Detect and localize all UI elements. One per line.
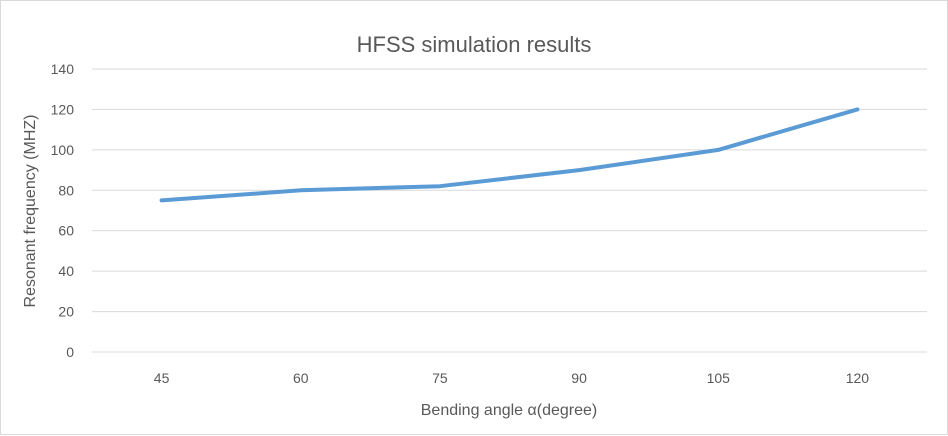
y-tick-label-60: 60 [58,223,74,239]
y-tick-label-140: 140 [51,61,75,77]
y-tick-label-40: 40 [58,263,74,279]
x-tick-label-60: 60 [293,370,309,386]
y-tick-labels: 0 20 40 60 80 100 120 140 [51,61,75,360]
x-tick-labels: 45 60 75 90 105 120 [154,370,870,386]
chart-title: HFSS simulation results [357,32,592,57]
x-tick-label-120: 120 [846,370,870,386]
gridlines [92,68,927,353]
x-tick-label-90: 90 [571,370,587,386]
y-axis-label: Resonant frequency (MHZ) [22,115,39,308]
series-layer [159,107,860,203]
x-tick-label-45: 45 [154,370,170,386]
x-tick-label-75: 75 [432,370,448,386]
x-axis-label: Bending angle α(degree) [421,402,597,419]
y-tick-label-80: 80 [58,182,74,198]
x-tick-label-105: 105 [707,370,731,386]
y-tick-label-20: 20 [58,304,74,320]
y-tick-label-120: 120 [51,101,75,117]
y-tick-label-100: 100 [51,142,75,158]
y-tick-label-0: 0 [66,344,74,360]
series-line-0 [159,107,860,203]
